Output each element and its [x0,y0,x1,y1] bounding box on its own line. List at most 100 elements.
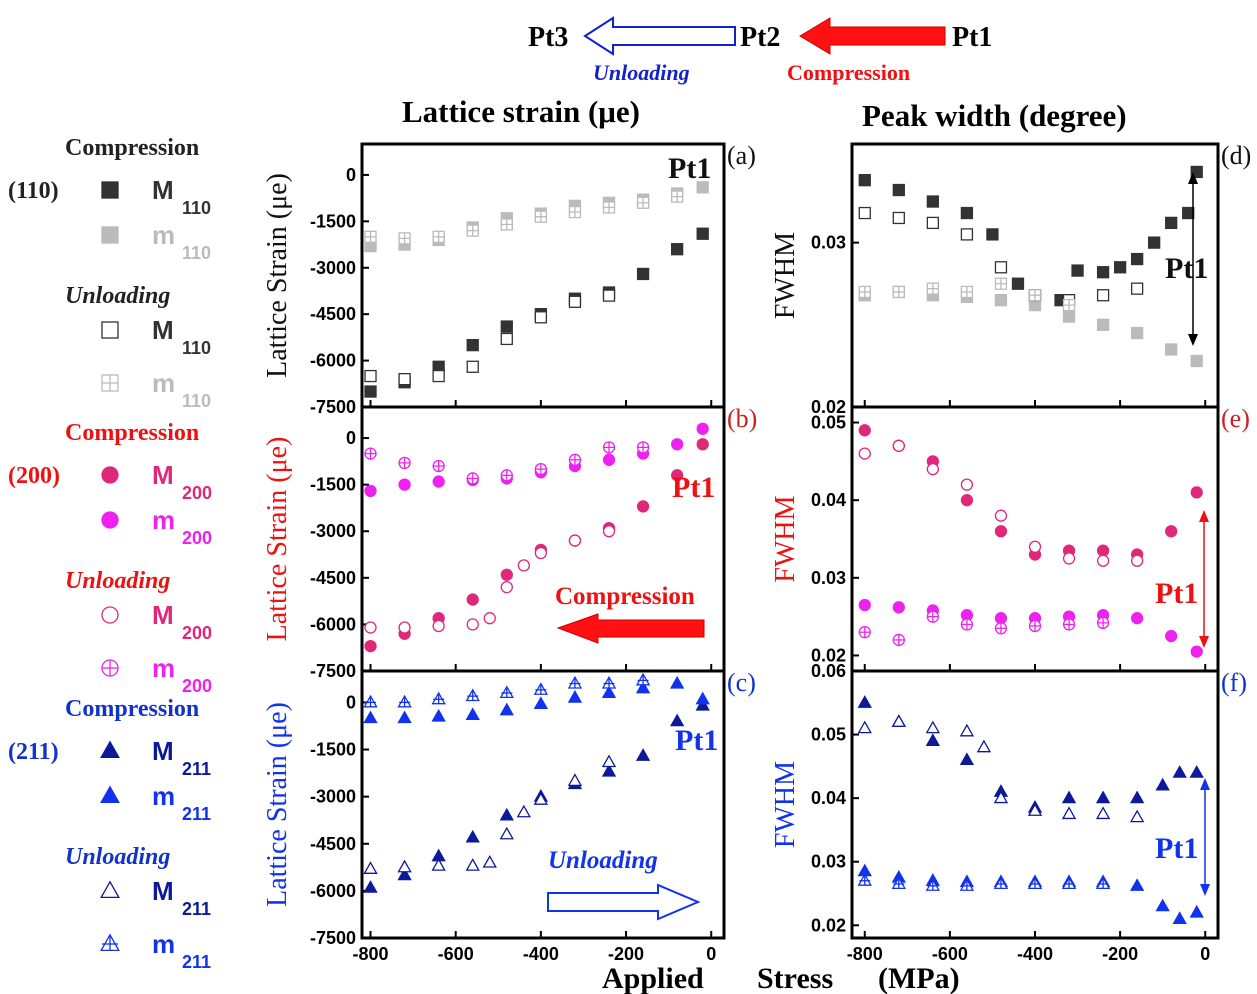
arrow-head-up [1188,172,1198,184]
data-point [636,441,650,454]
data-point [1061,790,1077,804]
legend-symbol-filled-circle-icon [101,466,119,484]
data-point [1165,629,1178,643]
y-tick-label: 0 [346,165,356,185]
compression-arrow-label: Compression [555,583,695,610]
y-tick-label: 0.02 [811,397,846,417]
data-point [635,680,651,694]
series-M110_u [364,289,616,386]
data-point [1129,809,1145,823]
arrow-head-down [1200,884,1210,896]
data-point [601,754,617,768]
data-point [602,453,616,466]
data-point [500,320,513,333]
data-point [397,867,412,881]
legend-symbol-crossed-square-icon [101,374,119,392]
legend-symbol-filled-square-icon [101,226,119,244]
data-point [1062,298,1076,312]
data-point [364,447,377,460]
data-point [636,267,650,281]
series-M211_c [363,697,710,893]
legend-symbol-open-triangle-icon [100,880,120,899]
series-M110_c [858,165,1203,307]
legend-series-subscript: 211 [182,899,211,919]
data-point [994,261,1008,274]
data-point [500,469,513,482]
data-point [516,804,531,818]
y-tick-label: -4500 [310,834,356,854]
series-m200_u [364,441,650,485]
legend-series-subscript: 200 [182,623,212,643]
data-point [960,494,974,507]
data-point [892,439,905,452]
data-point [1095,806,1111,820]
data-point [892,285,905,299]
data-point [1113,261,1127,274]
compression-header-arrow [799,17,946,55]
plot-frame [850,142,1220,409]
series-M200_u [364,525,616,634]
pt1-annotation: Pt1 [1165,252,1208,285]
data-point [465,707,480,721]
y-tick-label: 0.04 [811,788,846,808]
data-point [568,534,582,547]
data-point [534,546,548,560]
data-point [993,876,1009,890]
panel-label: (c) [727,668,756,697]
data-point [534,311,548,324]
data-point [398,621,411,634]
data-point [960,206,974,220]
data-point [568,295,582,308]
series-m211_c [363,675,710,724]
data-point [960,618,974,631]
legend-series-subscript: 211 [182,804,211,824]
data-point [363,694,378,708]
y-tick-label: 0.02 [811,915,846,935]
data-point [500,580,513,594]
data-point [1190,645,1203,658]
legend-series-label: M [152,315,174,345]
legend-series-label: m [152,368,175,398]
arrow-head-up [1199,510,1209,522]
data-point [669,713,685,727]
data-point [892,601,905,614]
data-point [1096,554,1110,567]
legend-series-label: M [152,736,174,766]
series-m110_u [858,277,1076,312]
y-axis-label: FWHM [770,761,801,848]
data-point [499,807,514,821]
data-point [1172,911,1187,924]
data-point [926,216,940,230]
legend-series-label: M [152,600,174,630]
data-point [499,826,514,840]
data-point [1096,544,1110,557]
data-point [1096,266,1110,279]
x-tick-label: 0 [1200,944,1210,964]
y-tick-label: -6000 [310,614,356,634]
legend-series-label: m [152,781,175,811]
data-point [960,228,974,241]
legend-series-label: m [152,653,175,683]
data-point [1129,790,1145,804]
data-point [431,691,446,705]
data-point [1165,216,1178,230]
legend-unloading-heading: Unloading [65,844,170,870]
data-point [398,373,411,386]
data-point [986,228,999,241]
data-point [1061,806,1077,820]
data-point [858,174,871,187]
data-point [1027,876,1043,890]
data-point [696,422,709,435]
data-point [1190,354,1203,368]
series-M211_u [857,714,1145,823]
data-point [858,598,871,612]
legend-series-label: m [152,505,175,535]
data-point [994,294,1008,307]
data-point [432,369,445,383]
data-point [926,282,940,295]
data-point [364,230,377,243]
xlabel-applied: Applied [602,962,704,994]
data-point [858,447,871,460]
data-point [994,622,1008,635]
data-point [568,453,582,466]
